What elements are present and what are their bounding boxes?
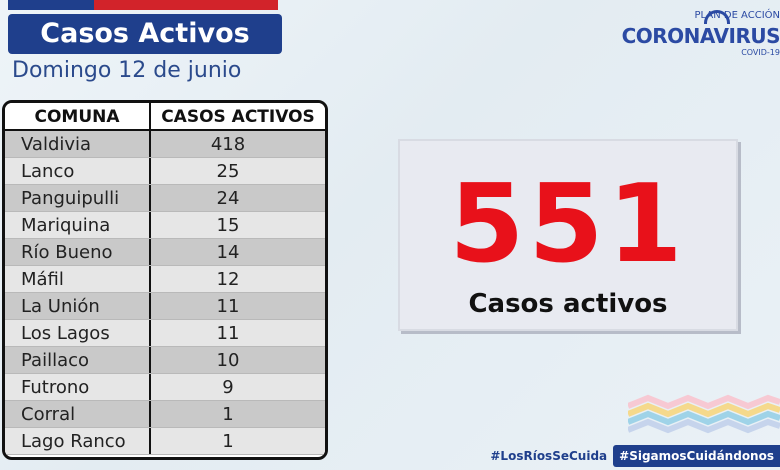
table-row: Paillaco 10 xyxy=(5,347,325,374)
table-row: Los Lagos 11 xyxy=(5,320,325,347)
casos-cell: 11 xyxy=(216,323,240,344)
flag-stripe-blue xyxy=(8,0,94,10)
active-cases-table: COMUNA CASOS ACTIVOS Valdivia 418 Lanco 25… xyxy=(2,100,328,460)
hashtag-sigamos: #SigamosCuidándonos xyxy=(613,445,780,467)
date-subtitle: Domingo 12 de junio xyxy=(12,58,242,83)
total-cases-card: 551 Casos activos xyxy=(398,139,738,331)
casos-cell: 1 xyxy=(222,404,234,425)
casos-cell: 11 xyxy=(216,296,240,317)
casos-cell: 9 xyxy=(222,377,234,398)
casos-cell: 25 xyxy=(216,161,240,182)
comuna-cell: Futrono xyxy=(5,374,151,400)
total-cases-label: Casos activos xyxy=(468,289,668,319)
plan-coronavirus-logo: PLAN DE ACCIÓN CORONAVIRUS COVID-19 xyxy=(622,8,780,58)
casos-cell: 418 xyxy=(210,134,246,155)
flag-stripe-red xyxy=(94,0,278,10)
comuna-cell: Corral xyxy=(5,401,151,427)
comuna-cell: Paillaco xyxy=(5,347,151,373)
table-row: Mariquina 15 xyxy=(5,212,325,239)
flag-stripe xyxy=(8,0,278,10)
table-body: Valdivia 418 Lanco 25 Panguipulli 24 Mariqu… xyxy=(5,131,325,455)
table-row: Máfil 12 xyxy=(5,266,325,293)
comuna-cell: La Unión xyxy=(5,293,151,319)
column-header-casos: CASOS ACTIVOS xyxy=(161,107,315,127)
casos-cell: 15 xyxy=(216,215,240,236)
comuna-cell: Lago Ranco xyxy=(5,428,151,454)
casos-cell: 14 xyxy=(216,242,240,263)
logo-coronavirus-text: CORONAVIRUS xyxy=(621,24,780,48)
table-row: Lago Ranco 1 xyxy=(5,428,325,455)
footer-hashtags: #LosRíosSeCuida #SigamosCuidándonos xyxy=(490,444,780,468)
comuna-cell: Lanco xyxy=(5,158,151,184)
hashtag-los-rios: #LosRíosSeCuida xyxy=(490,449,608,463)
table-row: Valdivia 418 xyxy=(5,131,325,158)
table-header: COMUNA CASOS ACTIVOS xyxy=(5,103,325,131)
table-row: Lanco 25 xyxy=(5,158,325,185)
table-row: Futrono 9 xyxy=(5,374,325,401)
table-row: Panguipulli 24 xyxy=(5,185,325,212)
page-title: Casos Activos xyxy=(8,14,282,54)
table-row: Río Bueno 14 xyxy=(5,239,325,266)
total-cases-number: 551 xyxy=(449,162,687,287)
column-header-comuna: COMUNA xyxy=(5,103,151,129)
logo-plan-text: PLAN DE ACCIÓN xyxy=(694,10,780,21)
comuna-cell: Panguipulli xyxy=(5,185,151,211)
comuna-cell: Río Bueno xyxy=(5,239,151,265)
comuna-cell: Los Lagos xyxy=(5,320,151,346)
wave-decoration-icon xyxy=(628,394,780,434)
comuna-cell: Valdivia xyxy=(5,131,151,157)
comuna-cell: Mariquina xyxy=(5,212,151,238)
casos-cell: 10 xyxy=(216,350,240,371)
table-row: La Unión 11 xyxy=(5,293,325,320)
casos-cell: 1 xyxy=(222,431,234,452)
sun-icon xyxy=(704,10,730,24)
table-row: Corral 1 xyxy=(5,401,325,428)
casos-cell: 12 xyxy=(216,269,240,290)
comuna-cell: Máfil xyxy=(5,266,151,292)
logo-covid-text: COVID-19 xyxy=(741,48,780,57)
casos-cell: 24 xyxy=(216,188,240,209)
